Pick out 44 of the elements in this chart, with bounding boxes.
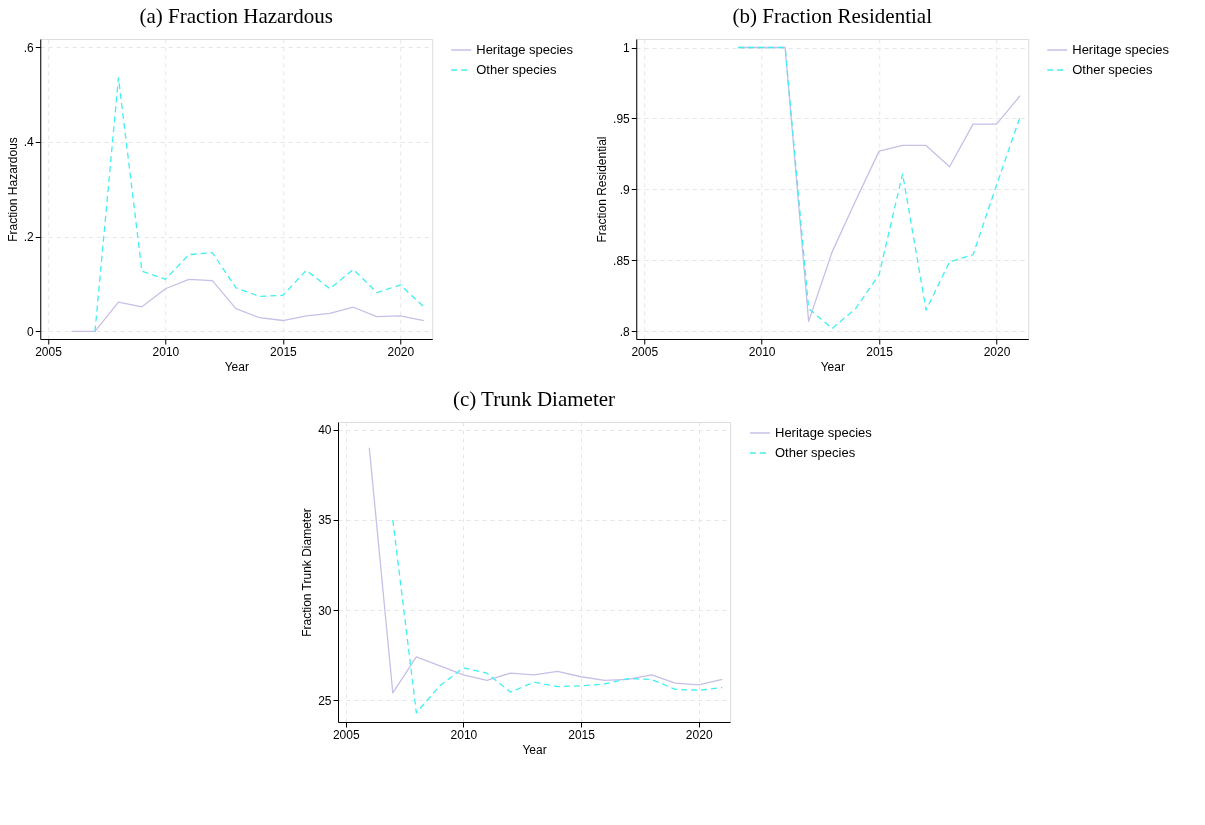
legend-label: Heritage species [1072,42,1170,57]
y-tick-label: .4 [23,135,35,150]
x-tick-label: 2010 [748,344,776,359]
line-series [368,447,723,694]
x-tick-label: 2010 [450,727,478,742]
line-series [70,278,425,333]
legend-label: Heritage species [476,42,574,57]
legend-label: Other species [1072,62,1153,77]
y-tick-label: .8 [619,324,631,339]
x-tick-label: 2020 [387,344,415,359]
legend-label: Other species [775,445,856,460]
chart-title: (b) Fraction Residential [732,4,933,28]
line-series [392,519,723,714]
y-tick-label: 40 [318,423,332,438]
chart-title: (c) Trunk Diameter [452,387,616,411]
y-tick-label: .2 [23,230,35,245]
y-axis-title: Fraction Trunk Diameter [300,508,315,637]
line-series [94,77,425,333]
y-tick-label: 30 [318,603,332,618]
x-tick-label: 2020 [685,727,713,742]
y-tick-label: .9 [619,182,631,197]
legend-label: Heritage species [775,425,873,440]
x-tick-label: 2005 [332,727,360,742]
y-tick-label: .85 [613,253,631,268]
x-tick-label: 2015 [866,344,894,359]
x-tick-label: 2015 [270,344,298,359]
y-tick-label: 1 [623,41,631,56]
x-tick-label: 2020 [983,344,1011,359]
legend-label: Other species [476,62,557,77]
x-axis-title: Year [522,742,547,757]
x-tick-label: 2010 [152,344,180,359]
y-axis-title: Fraction Hazardous [5,137,20,242]
y-tick-label: 35 [318,513,332,528]
y-axis-title: Fraction Residential [595,136,610,243]
x-tick-label: 2005 [631,344,659,359]
x-tick-label: 2005 [35,344,63,359]
y-tick-label: .6 [23,40,35,55]
chart-title: (a) Fraction Hazardous [139,4,334,28]
x-tick-label: 2015 [568,727,596,742]
y-tick-label: .95 [613,111,631,126]
x-axis-title: Year [224,359,249,374]
y-tick-label: 25 [318,693,332,708]
x-axis-title: Year [820,359,845,374]
y-tick-label: 0 [27,324,35,339]
